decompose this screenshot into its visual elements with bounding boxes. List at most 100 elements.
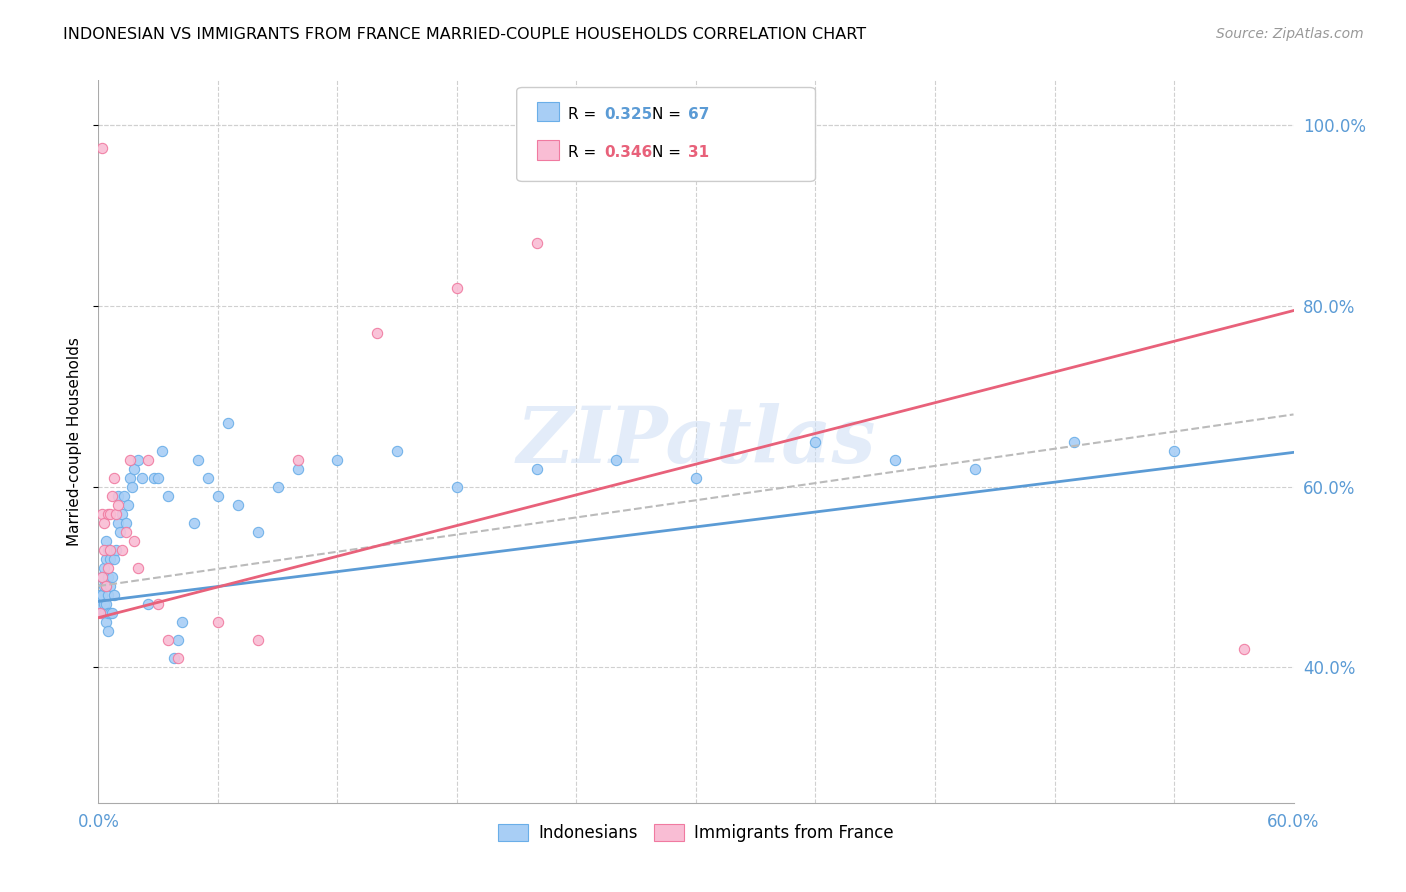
Point bbox=[326, 452, 349, 467]
Point bbox=[93, 542, 115, 557]
Point bbox=[97, 570, 120, 584]
Point bbox=[96, 552, 118, 566]
Point bbox=[93, 597, 115, 611]
Point bbox=[187, 452, 209, 467]
Point bbox=[93, 516, 115, 530]
Point bbox=[287, 452, 309, 467]
Point bbox=[97, 507, 120, 521]
Point bbox=[107, 516, 129, 530]
Point bbox=[107, 489, 129, 503]
Point bbox=[121, 480, 143, 494]
Point bbox=[105, 542, 128, 557]
Point bbox=[246, 633, 269, 648]
Point bbox=[91, 588, 114, 602]
Point bbox=[167, 651, 190, 665]
Point bbox=[685, 471, 707, 485]
Point bbox=[183, 516, 205, 530]
Point bbox=[172, 615, 194, 630]
Point bbox=[385, 443, 409, 458]
Point bbox=[111, 507, 134, 521]
Point bbox=[605, 452, 627, 467]
Point bbox=[97, 561, 120, 575]
Point bbox=[91, 507, 114, 521]
Point bbox=[107, 498, 129, 512]
Point bbox=[150, 443, 173, 458]
Point bbox=[127, 452, 149, 467]
Text: 67: 67 bbox=[688, 107, 709, 121]
Point bbox=[101, 606, 124, 620]
Text: R =: R = bbox=[568, 107, 602, 121]
Point bbox=[197, 471, 219, 485]
Point bbox=[115, 516, 138, 530]
Point bbox=[120, 471, 142, 485]
Point bbox=[97, 606, 120, 620]
Point bbox=[127, 561, 149, 575]
Point bbox=[89, 588, 111, 602]
Point bbox=[98, 606, 122, 620]
Point bbox=[98, 507, 122, 521]
Point bbox=[91, 141, 114, 155]
Point bbox=[131, 471, 153, 485]
Point bbox=[111, 542, 134, 557]
Point bbox=[91, 570, 114, 584]
Point bbox=[148, 597, 170, 611]
Point bbox=[163, 651, 186, 665]
Text: INDONESIAN VS IMMIGRANTS FROM FRANCE MARRIED-COUPLE HOUSEHOLDS CORRELATION CHART: INDONESIAN VS IMMIGRANTS FROM FRANCE MAR… bbox=[63, 27, 866, 42]
Point bbox=[1233, 642, 1256, 657]
Point bbox=[103, 588, 125, 602]
Text: 31: 31 bbox=[688, 145, 709, 160]
Point bbox=[136, 452, 159, 467]
Point bbox=[98, 552, 122, 566]
Point bbox=[91, 570, 114, 584]
Point bbox=[101, 570, 124, 584]
Point bbox=[91, 606, 114, 620]
Point bbox=[98, 579, 122, 593]
Text: 0.346: 0.346 bbox=[605, 145, 652, 160]
Point bbox=[110, 524, 132, 539]
Point bbox=[105, 507, 128, 521]
Point bbox=[167, 633, 190, 648]
Point bbox=[226, 498, 249, 512]
Point bbox=[446, 480, 468, 494]
Point bbox=[120, 452, 142, 467]
FancyBboxPatch shape bbox=[517, 87, 815, 181]
Text: Source: ZipAtlas.com: Source: ZipAtlas.com bbox=[1216, 27, 1364, 41]
Point bbox=[93, 606, 115, 620]
Point bbox=[103, 552, 125, 566]
Text: N =: N = bbox=[652, 107, 686, 121]
Point bbox=[124, 461, 146, 475]
Point bbox=[1063, 434, 1085, 449]
Point bbox=[217, 417, 239, 431]
Point bbox=[103, 471, 125, 485]
Point bbox=[97, 542, 120, 557]
Point bbox=[446, 281, 468, 295]
Point bbox=[1163, 443, 1185, 458]
Point bbox=[157, 633, 180, 648]
Point bbox=[117, 498, 139, 512]
Point bbox=[207, 489, 229, 503]
Point bbox=[157, 489, 180, 503]
Point bbox=[93, 579, 115, 593]
Point bbox=[89, 606, 111, 620]
Point bbox=[267, 480, 290, 494]
Point bbox=[89, 597, 111, 611]
Point bbox=[136, 597, 159, 611]
Point bbox=[98, 542, 122, 557]
Text: 0.325: 0.325 bbox=[605, 107, 652, 121]
Text: ZIPatlas: ZIPatlas bbox=[516, 403, 876, 480]
Point bbox=[115, 524, 138, 539]
Point bbox=[97, 588, 120, 602]
Point bbox=[101, 489, 124, 503]
Point bbox=[246, 524, 269, 539]
Point bbox=[366, 326, 388, 341]
Text: N =: N = bbox=[652, 145, 686, 160]
Point bbox=[804, 434, 827, 449]
Point bbox=[96, 579, 118, 593]
Point bbox=[96, 597, 118, 611]
Point bbox=[287, 461, 309, 475]
Y-axis label: Married-couple Households: Married-couple Households bbox=[67, 337, 83, 546]
Point bbox=[143, 471, 166, 485]
Point bbox=[124, 533, 146, 548]
FancyBboxPatch shape bbox=[537, 102, 558, 121]
Point bbox=[148, 471, 170, 485]
